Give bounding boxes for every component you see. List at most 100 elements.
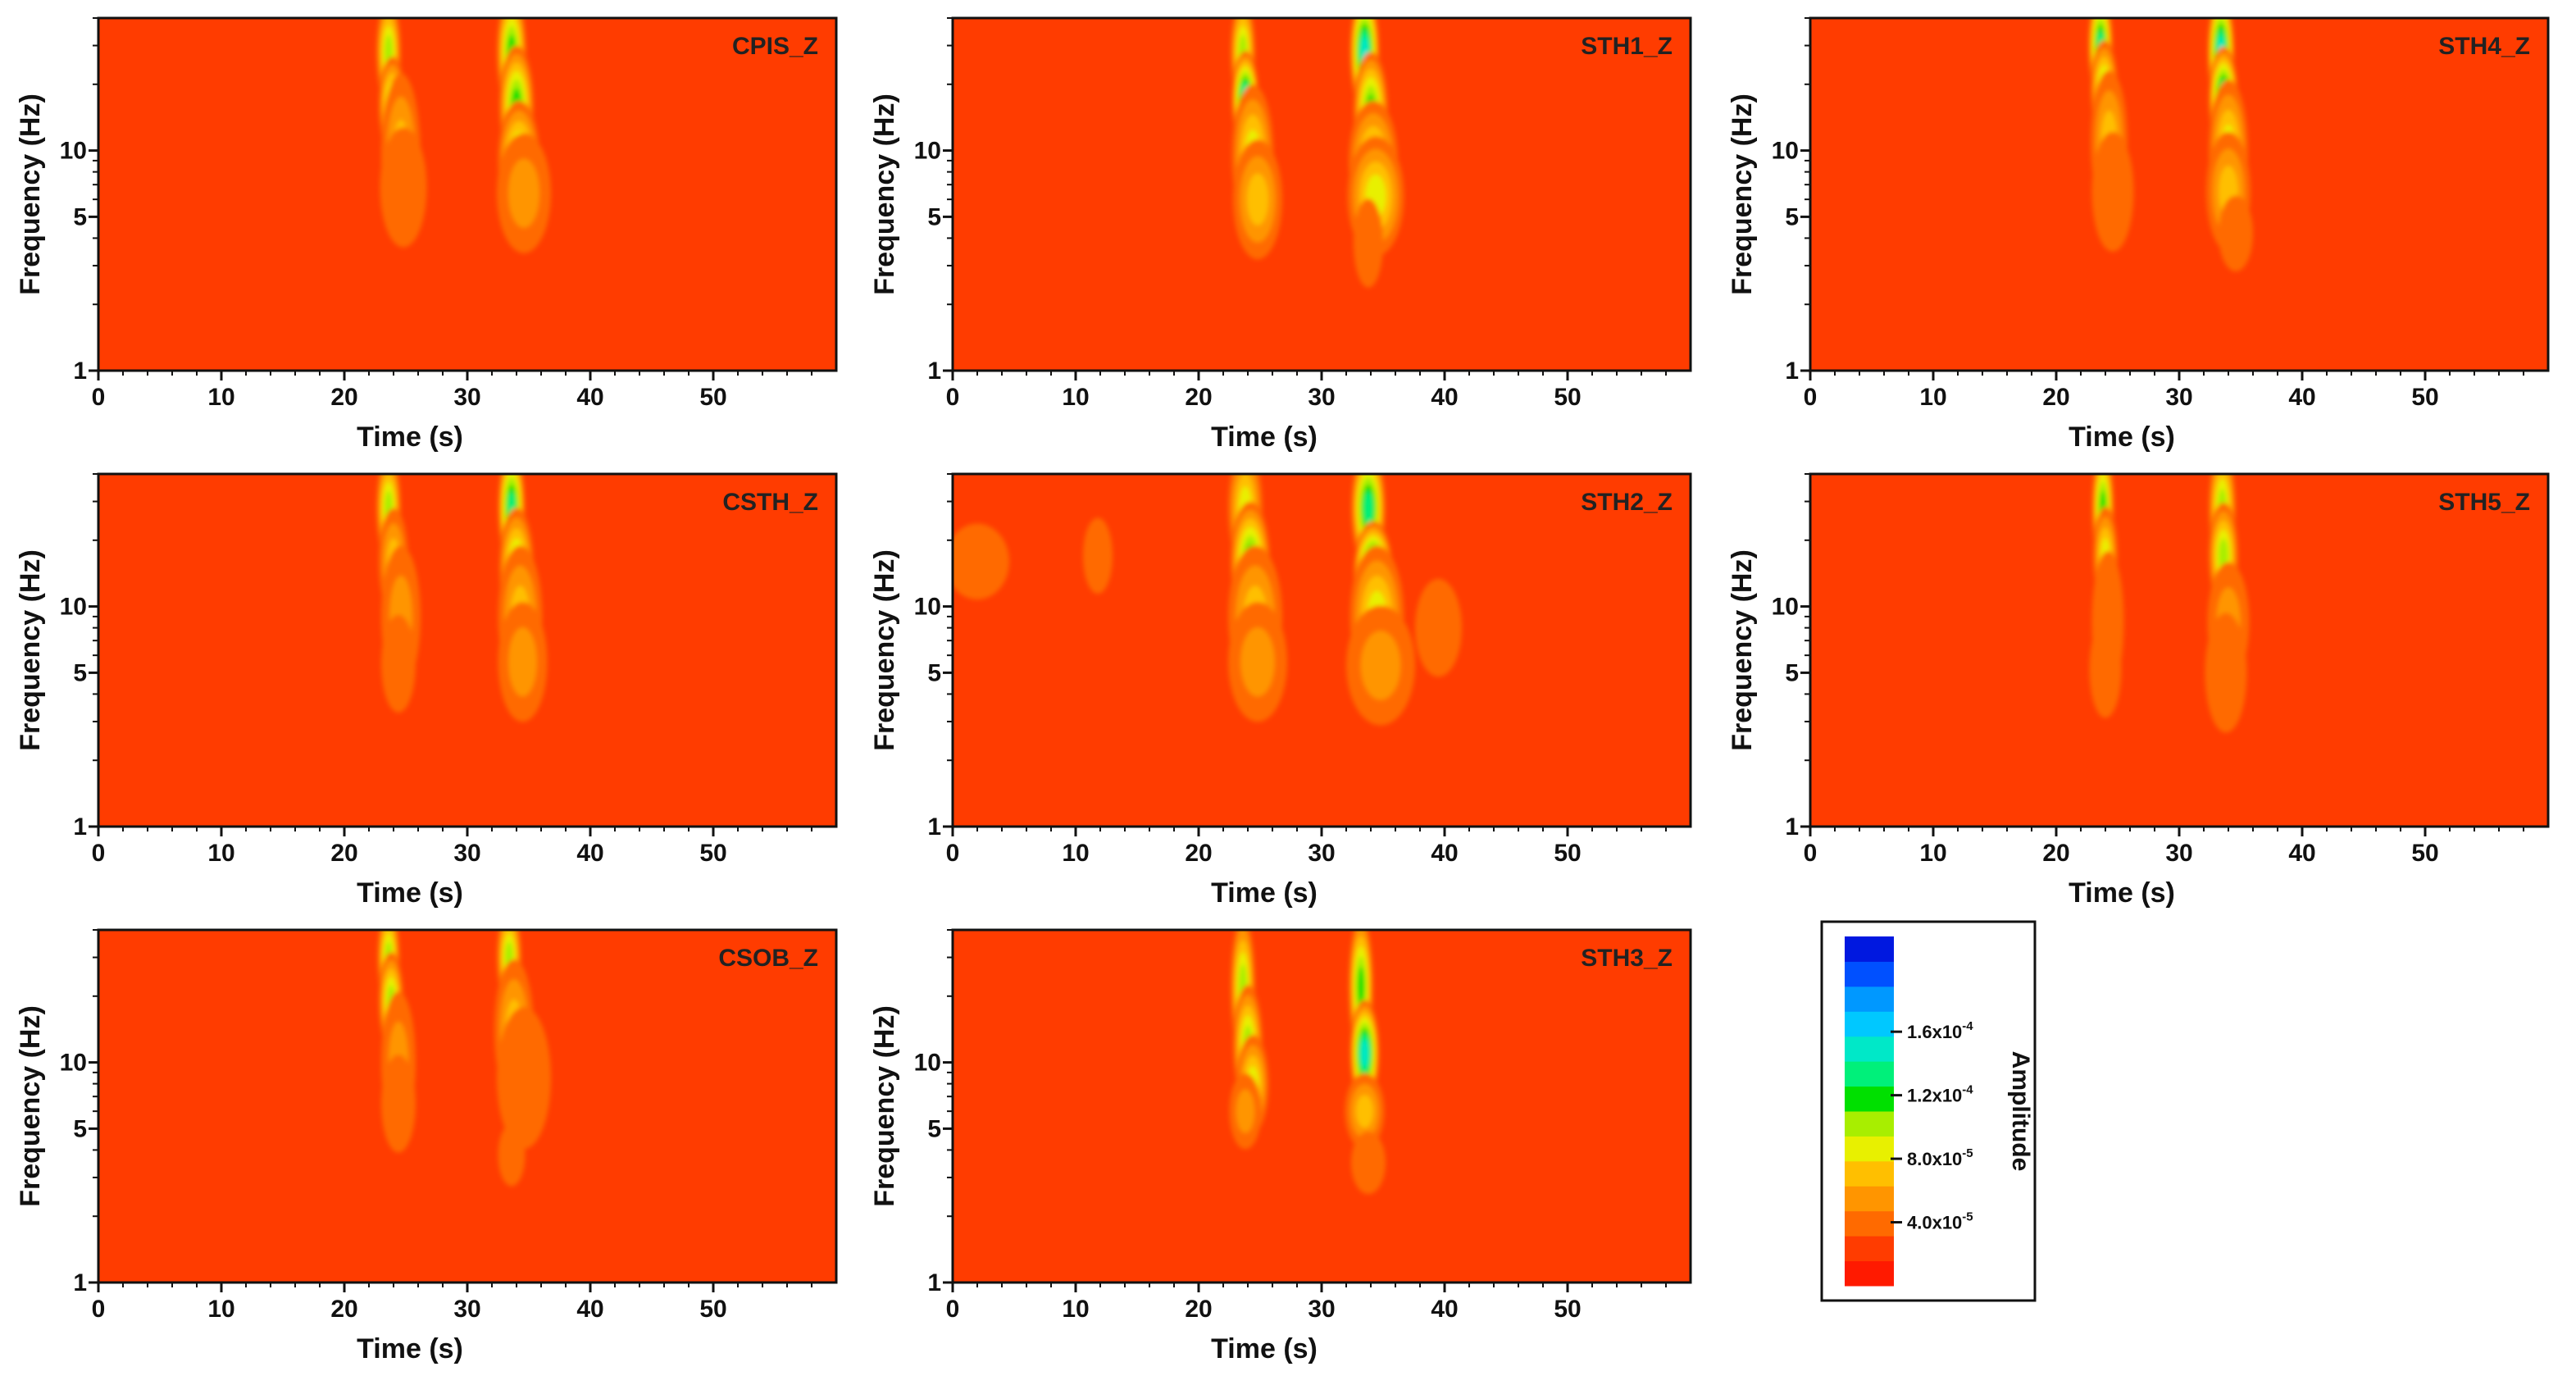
x-tick-label: 10 [207,1296,234,1323]
y-tick-label: 10 [60,594,87,621]
y-tick-label: 10 [914,594,941,621]
colorbar-segment [1845,1111,1894,1137]
y-tick-label: 10 [1772,594,1799,621]
x-tick-label: 20 [2042,840,2069,867]
x-tick-label: 20 [1185,384,1212,411]
y-tick-label: 5 [1785,659,1799,686]
x-tick-label: 30 [2165,384,2192,411]
x-tick-label: 20 [330,384,357,411]
y-tick-label: 5 [1785,203,1799,230]
amplitude-contour [2091,131,2134,252]
y-tick-label: 10 [1772,138,1799,165]
plot-background [953,930,1691,1282]
y-axis-label: Frequency (Hz) [15,93,46,295]
y-axis-label: Frequency (Hz) [15,1005,46,1207]
x-tick-label: 0 [92,840,106,867]
station-label: STH1_Z [1581,33,1673,60]
x-tick-label: 30 [453,384,480,411]
plot-background [953,474,1691,827]
y-tick-label: 1 [927,1269,941,1296]
amplitude-contour [1351,1131,1386,1195]
spectrogram-panel: 0 10 20 30 40 50 1 5 10 Time (s) Frequency (Hz) STH… [869,928,1692,1364]
x-tick-label: 40 [1431,384,1458,411]
x-tick-label: 50 [2411,840,2438,867]
amplitude-contour [2219,195,2253,271]
amplitude-contour [953,523,1009,600]
y-tick-label: 5 [927,1115,941,1142]
colorbar-segment [1845,1136,1894,1162]
plot-background [98,930,836,1282]
amplitude-contour [381,1055,416,1153]
x-axis-label: Time (s) [1211,421,1318,453]
x-tick-label: 10 [207,840,234,867]
colorbar-segment [1845,1210,1894,1237]
x-tick-label: 10 [207,384,234,411]
colorbar: 4.0x10-58.0x10-51.2x10-41.6x10-4Amplitud… [1820,920,2037,1302]
spectrogram-panel: 0 10 20 30 40 50 1 5 10 Time (s) Frequency (Hz) CST… [15,472,838,909]
y-tick-label: 10 [914,1050,941,1077]
amplitude-contour [508,158,539,228]
x-axis-label: Time (s) [2069,421,2175,453]
colorbar-segment [1845,961,1894,987]
x-tick-label: 0 [946,384,960,411]
x-tick-label: 0 [1804,840,1818,867]
y-axis-label: Frequency (Hz) [869,93,900,295]
amplitude-contour [2205,613,2247,733]
colorbar-segment [1845,1160,1894,1187]
station-label: CPIS_Z [732,33,818,60]
x-tick-label: 40 [1431,840,1458,867]
x-tick-label: 20 [2042,384,2069,411]
amplitude-contour [1360,631,1401,700]
spectrogram-panel: 0 10 20 30 40 50 1 5 10 Time (s) Frequency (Hz) CSO… [15,928,838,1364]
x-tick-label: 30 [453,840,480,867]
y-tick-label: 1 [73,813,87,841]
plot-background [98,18,836,371]
y-tick-label: 10 [60,1050,87,1077]
amplitude-contour [1240,627,1275,697]
amplitude-contour [1415,578,1462,677]
colorbar-tick-label: 4.0x10-5 [1907,1210,1973,1233]
y-tick-label: 1 [73,1269,87,1296]
x-tick-label: 40 [576,840,603,867]
station-label: STH2_Z [1581,489,1673,516]
y-tick-label: 1 [1785,813,1799,841]
amplitude-contour [380,127,427,248]
x-tick-label: 10 [1062,840,1089,867]
x-tick-label: 30 [2165,840,2192,867]
spectrogram-panel: 0 10 20 30 40 50 1 5 10 Time (s) Frequency (Hz) STH… [869,16,1692,453]
x-tick-label: 20 [330,1296,357,1323]
plot-background [1810,18,2548,371]
x-tick-label: 40 [2288,840,2315,867]
station-label: STH3_Z [1581,945,1673,972]
y-axis-label: Frequency (Hz) [869,1005,900,1207]
x-axis-label: Time (s) [1211,1333,1318,1364]
x-axis-label: Time (s) [2069,877,2175,909]
y-tick-label: 5 [927,203,941,230]
x-tick-label: 20 [330,840,357,867]
x-tick-label: 50 [1554,1296,1581,1323]
y-tick-label: 1 [927,358,941,385]
x-tick-label: 50 [1554,840,1581,867]
amplitude-contour [1356,1095,1373,1128]
x-tick-label: 10 [1062,1296,1089,1323]
y-tick-label: 5 [927,659,941,686]
x-tick-label: 10 [1062,384,1089,411]
x-tick-label: 30 [1308,840,1335,867]
x-tick-label: 50 [699,840,726,867]
amplitude-contour [1236,1089,1255,1133]
plot-background [953,18,1691,371]
y-axis-label: Frequency (Hz) [1727,93,1758,295]
y-tick-label: 10 [914,138,941,165]
plot-background [1810,474,2548,827]
y-axis-label: Frequency (Hz) [15,549,46,751]
plot-background [98,474,836,827]
amplitude-contour [508,627,537,697]
x-tick-label: 0 [92,1296,106,1323]
amplitude-contour [1363,491,1373,525]
x-tick-label: 50 [699,1296,726,1323]
station-label: CSOB_Z [718,945,818,972]
colorbar-segment [1845,1236,1894,1262]
colorbar-tick-label: 8.0x10-5 [1907,1146,1973,1169]
